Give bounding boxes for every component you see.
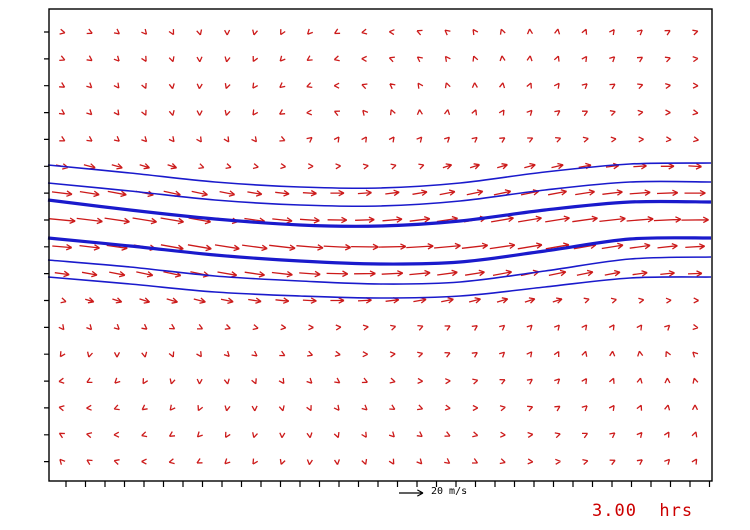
plot-frame	[48, 8, 713, 482]
contour-lines	[47, 162, 712, 299]
contour-line	[47, 276, 712, 299]
contour-line	[47, 256, 712, 285]
reference-arrow-glyph	[399, 489, 424, 497]
plot-border	[48, 8, 713, 482]
contour-line	[47, 198, 712, 228]
contour-line	[47, 162, 712, 190]
axis-ticks	[44, 31, 711, 487]
simulation-time-label: 3.00 hrs	[592, 501, 694, 521]
contour-line	[47, 180, 712, 208]
reference-vector-label: 20 m/s	[431, 486, 468, 497]
reference-arrow	[399, 489, 424, 497]
tick-marks	[44, 31, 711, 487]
contour-line	[47, 236, 712, 266]
